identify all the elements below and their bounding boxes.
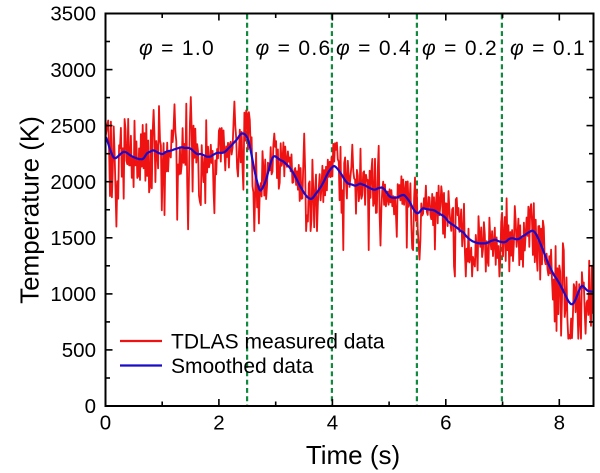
svg-text:2: 2: [213, 412, 224, 435]
svg-text:2500: 2500: [50, 115, 96, 138]
svg-text:1000: 1000: [50, 283, 96, 306]
svg-text:φ = 1.0: φ = 1.0: [139, 37, 215, 60]
svg-text:1500: 1500: [50, 227, 96, 250]
svg-text:3000: 3000: [50, 59, 96, 82]
svg-text:φ = 0.6: φ = 0.6: [256, 37, 332, 60]
svg-text:φ = 0.4: φ = 0.4: [336, 37, 412, 60]
svg-text:8: 8: [554, 412, 565, 435]
svg-text:TDLAS measured data: TDLAS measured data: [171, 331, 385, 354]
svg-text:3500: 3500: [50, 3, 96, 26]
svg-text:500: 500: [62, 339, 96, 362]
svg-text:0: 0: [85, 395, 96, 418]
svg-text:Smoothed data: Smoothed data: [171, 355, 314, 378]
svg-text:6: 6: [440, 412, 451, 435]
svg-text:0: 0: [100, 412, 111, 435]
svg-text:φ = 0.2: φ = 0.2: [422, 37, 498, 60]
svg-text:2000: 2000: [50, 171, 96, 194]
svg-text:φ = 0.1: φ = 0.1: [510, 37, 586, 60]
svg-text:Temperature (K): Temperature (K): [15, 116, 45, 304]
svg-text:4: 4: [327, 412, 338, 435]
svg-text:Time (s): Time (s): [306, 440, 400, 470]
